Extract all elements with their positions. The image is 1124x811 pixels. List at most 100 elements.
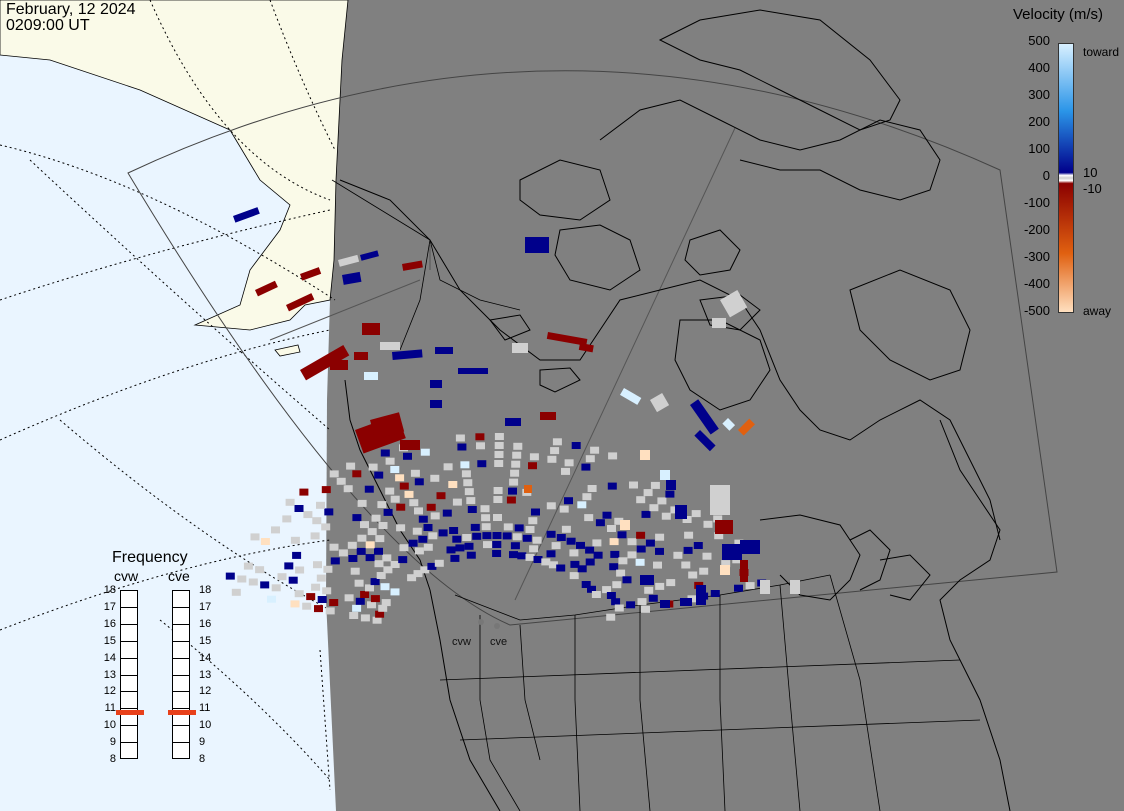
- scatter-cell: [378, 604, 388, 612]
- scatter-cell: [720, 565, 730, 575]
- scatter-cell: [225, 572, 235, 580]
- scatter-cell: [395, 474, 405, 482]
- frequency-scale-left: 17: [103, 600, 116, 613]
- scatter-cell: [367, 601, 376, 609]
- scatter-cell: [494, 442, 504, 449]
- frequency-scale-right: 9: [199, 736, 206, 749]
- scatter-cell: [602, 586, 612, 594]
- header-time: 0209:00 UT: [6, 17, 90, 34]
- frequency-scale-right: 18: [199, 584, 212, 596]
- scatter-cell: [576, 541, 585, 549]
- frequency-tick: [121, 606, 137, 608]
- scatter-cell: [467, 506, 477, 513]
- scatter-cell: [403, 452, 412, 460]
- scatter-cell: [710, 590, 720, 597]
- scatter-cell: [477, 460, 487, 468]
- scatter-cell: [617, 531, 627, 539]
- scatter-cell: [455, 544, 465, 552]
- scatter-cell: [472, 532, 482, 540]
- scatter-cell: [343, 485, 353, 493]
- frequency-column-cve: [172, 590, 190, 759]
- scatter-cell: [310, 532, 320, 540]
- scatter-cell: [556, 534, 566, 541]
- frequency-tick: [121, 657, 137, 659]
- scatter-cell: [355, 597, 365, 605]
- scatter-cell: [629, 481, 638, 489]
- scatter-cell: [502, 532, 512, 540]
- scatter-cell: [375, 610, 385, 618]
- frequency-tick: [121, 640, 137, 642]
- frequency-scale-right: 13: [199, 668, 212, 681]
- scatter-cell: [493, 514, 502, 521]
- scatter-cell: [368, 463, 378, 471]
- scatter-cell: [367, 528, 377, 536]
- scatter-cell: [285, 293, 315, 312]
- scatter-cell: [463, 479, 473, 487]
- scatter-cell: [641, 605, 650, 613]
- scatter-cell: [371, 514, 381, 522]
- scatter-cell: [570, 560, 580, 568]
- scatter-cell: [461, 470, 471, 478]
- scatter-cell: [655, 582, 665, 590]
- scatter-cell: [337, 254, 360, 267]
- scatter-cell: [503, 523, 513, 531]
- scatter-cell: [722, 544, 742, 560]
- scatter-cell: [364, 485, 374, 493]
- scatter-cell: [370, 412, 405, 440]
- scatter-cell: [452, 535, 462, 543]
- scatter-cell: [612, 581, 622, 589]
- frequency-scale-right: 17: [199, 600, 212, 613]
- scatter-cell: [457, 443, 467, 451]
- scatter-cell: [641, 510, 651, 518]
- scatter-cell: [294, 590, 304, 598]
- aleutian-island: [274, 344, 301, 357]
- scatter-cell: [508, 487, 517, 495]
- scatter-cell: [360, 521, 369, 529]
- scatter-cell: [390, 588, 400, 596]
- scatter-cell: [493, 487, 503, 494]
- scatter-cell: [290, 600, 300, 608]
- scatter-cell: [699, 567, 709, 575]
- scatter-cell: [715, 520, 733, 534]
- scatter-cell: [569, 572, 579, 580]
- scatter-cell: [608, 452, 618, 460]
- scatter-cell: [250, 533, 260, 541]
- scatter-cell: [282, 515, 292, 523]
- scatter-cell: [385, 457, 395, 465]
- frequency-tick: [173, 708, 189, 710]
- scatter-cell: [714, 532, 724, 540]
- scatter-cell: [512, 343, 528, 353]
- scatter-cell: [648, 594, 658, 602]
- scatter-cell: [360, 614, 370, 622]
- frequency-column-cvw: [120, 590, 138, 759]
- scatter-cell: [420, 566, 430, 574]
- scatter-cell: [466, 497, 476, 505]
- scatter-cell: [375, 535, 385, 543]
- frequency-scale-left: 8: [109, 753, 116, 765]
- scatter-cell: [418, 535, 428, 543]
- colorbar-tick-minus300: -300: [1023, 249, 1050, 264]
- scatter-cell: [577, 501, 587, 509]
- scatter-cell: [636, 496, 646, 504]
- scatter-cell: [455, 434, 465, 442]
- scatter-cell: [399, 544, 409, 552]
- scatter-cell: [691, 510, 701, 518]
- night-region: [326, 0, 1124, 811]
- scatter-cell: [338, 549, 348, 557]
- scatter-cell: [492, 541, 502, 548]
- scatter-cell: [418, 515, 428, 523]
- scatter-cell: [510, 469, 520, 477]
- scatter-cell: [696, 585, 706, 605]
- scatter-cell: [292, 551, 302, 559]
- scatter-cell: [681, 561, 691, 569]
- scatter-cell: [466, 551, 476, 559]
- scatter-cell: [396, 503, 406, 511]
- scatter-cell: [430, 474, 440, 482]
- scatter-cell: [494, 451, 504, 458]
- scatter-cell: [374, 560, 384, 568]
- scatter-cell: [475, 433, 485, 441]
- scatter-cell: [231, 588, 241, 596]
- scatter-cell: [675, 505, 687, 519]
- day-land-alaska: [0, 0, 349, 331]
